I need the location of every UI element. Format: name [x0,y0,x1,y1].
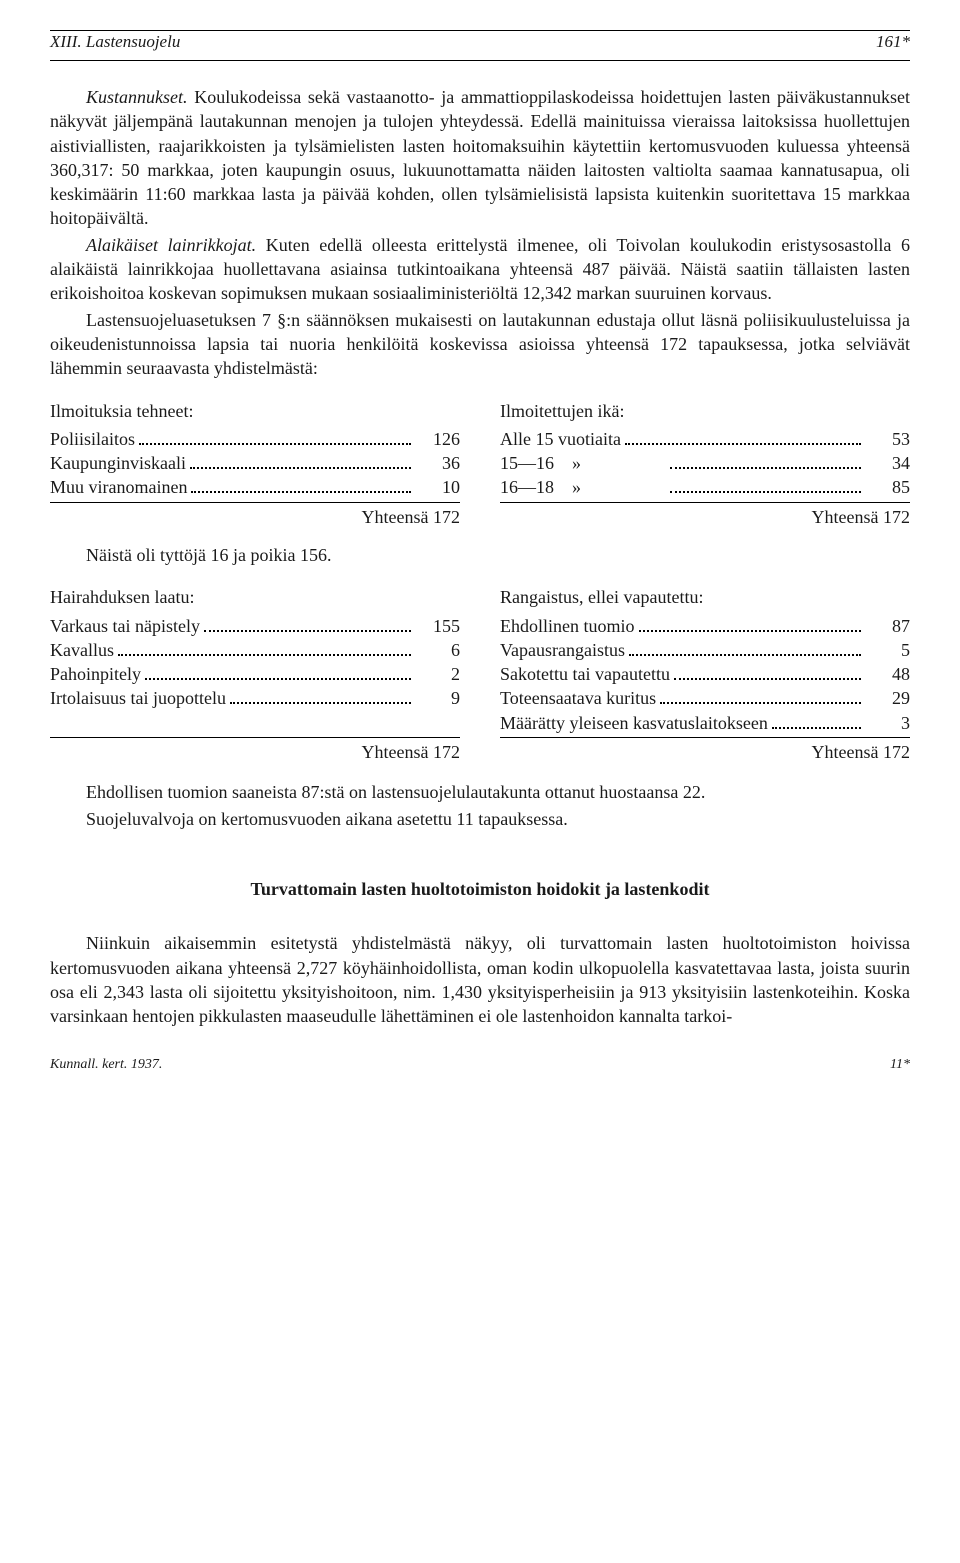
header-title: XIII. Lastensuojelu [50,31,180,54]
stat-value: 155 [415,614,460,638]
stat-row: Muu viranomainen 10 [50,475,460,499]
stat-row: Poliisilaitos 126 [50,427,460,451]
stats-ilmoitukset: Ilmoituksia tehneet: Poliisilaitos 126 K… [50,399,910,529]
stat-total: Yhteensä 172 [50,502,460,529]
stat-label: Kavallus [50,638,114,662]
para-lead: Alaikäiset lainrikkojat. [86,235,256,255]
stat-label: Kaupunginviskaali [50,451,186,475]
stat-label: 15—16 [500,451,554,475]
dot-leader [772,727,861,729]
stats-heading: Rangaistus, ellei vapautettu: [500,585,910,609]
dot-leader [670,491,861,493]
para-body: Koulukodeissa sekä vastaanotto- ja ammat… [50,87,910,228]
stats-right-col: Rangaistus, ellei vapautettu: Ehdollinen… [500,585,910,764]
para-lead: Kustannukset. [86,87,188,107]
paragraph-alaikaiset: Alaikäiset lainrikkojat. Kuten edellä ol… [50,233,910,306]
stat-row: Alle 15 vuotiaita 53 [500,427,910,451]
dot-leader [639,630,862,632]
page-footer: Kunnall. kert. 1937. 11* [50,1056,910,1075]
header-rule [50,60,910,61]
stat-row: Irtolaisuus tai juopottelu 9 [50,686,460,710]
stats-left-col: Hairahduksen laatu: Varkaus tai näpistel… [50,585,460,764]
stat-label: Irtolaisuus tai juopottelu [50,686,226,710]
paragraph-turvattomain: Niinkuin aikaisemmin esitetystä yhdistel… [50,931,910,1028]
stat-value: 87 [865,614,910,638]
stats-heading: Ilmoitettujen ikä: [500,399,910,423]
stat-value: 3 [865,711,910,735]
stats-left-col: Ilmoituksia tehneet: Poliisilaitos 126 K… [50,399,460,529]
stat-value: 2 [415,662,460,686]
dot-leader [674,678,861,680]
page-header: XIII. Lastensuojelu 161* [50,30,910,56]
stat-row: Varkaus tai näpistely 155 [50,614,460,638]
ditto-mark: » [554,475,666,499]
stat-label: Pahoinpitely [50,662,141,686]
stat-total: Yhteensä 172 [500,502,910,529]
stat-row: Kavallus 6 [50,638,460,662]
paragraph-suojeluvalvoja: Suojeluvalvoja on kertomusvuoden aikana … [50,807,910,831]
dot-leader [190,467,411,469]
dot-leader [204,630,411,632]
stat-value: 29 [865,686,910,710]
stat-row: Ehdollinen tuomio 87 [500,614,910,638]
stat-total: Yhteensä 172 [500,737,910,764]
stat-label: Ehdollinen tuomio [500,614,635,638]
stat-value: 53 [865,427,910,451]
paragraph-gender-split: Näistä oli tyttöjä 16 ja poikia 156. [50,543,910,567]
stat-row: 15—16 » 34 [500,451,910,475]
dot-leader [230,702,411,704]
dot-leader [139,443,411,445]
stat-value: 85 [865,475,910,499]
stats-right-col: Ilmoitettujen ikä: Alle 15 vuotiaita 53 … [500,399,910,529]
stat-row: Pahoinpitely 2 [50,662,460,686]
dot-leader [625,443,861,445]
paragraph-kustannukset: Kustannukset. Koulukodeissa sekä vastaan… [50,85,910,231]
header-page-number: 161* [876,31,910,54]
stat-value: 10 [415,475,460,499]
stat-value: 126 [415,427,460,451]
stat-row: Sakotettu tai vapautettu 48 [500,662,910,686]
stat-label: Poliisilaitos [50,427,135,451]
dot-leader [191,491,411,493]
stats-hairahdus: Hairahduksen laatu: Varkaus tai näpistel… [50,585,910,764]
footer-left: Kunnall. kert. 1937. [50,1056,162,1075]
stat-label: Alle 15 vuotiaita [500,427,621,451]
stat-value: 9 [415,686,460,710]
stats-heading: Ilmoituksia tehneet: [50,399,460,423]
section-heading: Turvattomain lasten huoltotoimiston hoid… [50,877,910,901]
stat-value: 5 [865,638,910,662]
stats-heading: Hairahduksen laatu: [50,585,460,609]
stat-value: 36 [415,451,460,475]
stat-total: Yhteensä 172 [50,737,460,764]
dot-leader [660,702,861,704]
stat-row-wrapped: Määrätty yleiseen kasvatuslaitokseen 3 [500,711,910,735]
stat-label: Muu viranomainen [50,475,187,499]
stat-row: 16—18 » 85 [500,475,910,499]
stat-label: Määrätty yleiseen kasvatuslaitokseen [500,711,768,735]
stat-value: 34 [865,451,910,475]
stat-label: Sakotettu tai vapautettu [500,662,670,686]
stat-row: Vapausrangaistus 5 [500,638,910,662]
dot-leader [118,654,411,656]
paragraph-asetus: Lastensuojeluasetuksen 7 §:n säännöksen … [50,308,910,381]
stat-value: 48 [865,662,910,686]
stat-label: Vapausrangaistus [500,638,625,662]
stat-row: Kaupunginviskaali 36 [50,451,460,475]
footer-right: 11* [890,1056,910,1075]
dot-leader [145,678,411,680]
dot-leader [629,654,861,656]
paragraph-ehdollinen: Ehdollisen tuomion saaneista 87:stä on l… [50,780,910,804]
stat-label: Toteensaatava kuritus [500,686,656,710]
stat-label: 16—18 [500,475,554,499]
dot-leader [670,467,861,469]
stat-label: Varkaus tai näpistely [50,614,200,638]
ditto-mark: » [554,451,666,475]
stat-value: 6 [415,638,460,662]
stat-row: Toteensaatava kuritus 29 [500,686,910,710]
